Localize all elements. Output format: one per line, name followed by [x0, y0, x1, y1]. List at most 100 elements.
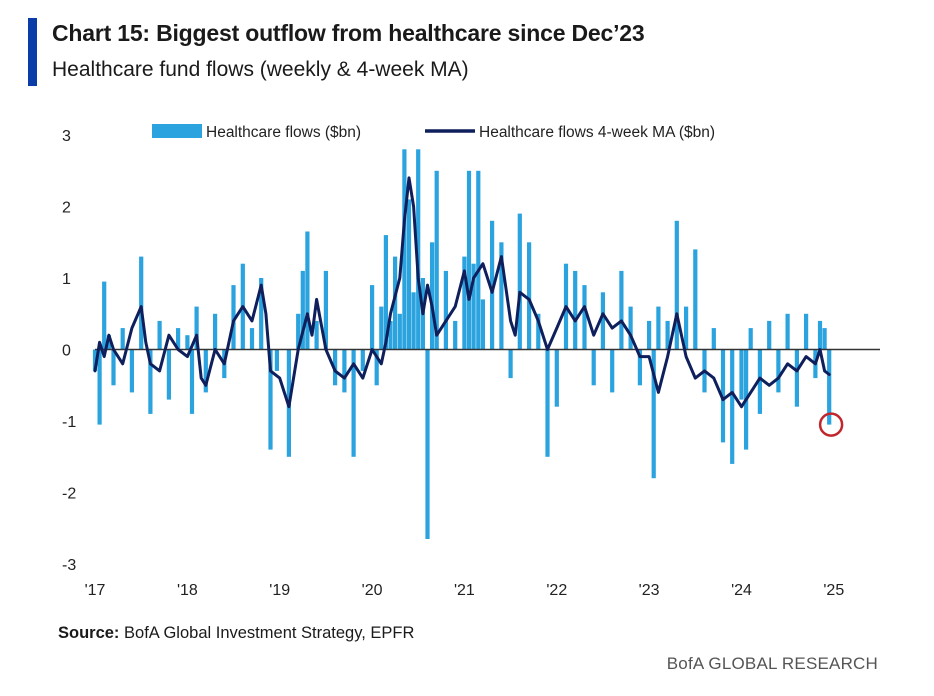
flow-bar-90 [785, 313, 790, 350]
flow-bar-41 [402, 149, 407, 350]
flow-bar-51 [462, 256, 467, 350]
flow-bar-43 [411, 292, 416, 350]
flow-bar-14 [194, 306, 199, 350]
flow-bar-71 [628, 306, 633, 350]
flow-bar-72 [637, 349, 642, 386]
flow-bar-59 [517, 213, 522, 350]
flow-bar-81 [711, 328, 716, 350]
flow-bar-77 [674, 220, 679, 350]
source-note: Source: BofA Global Investment Strategy,… [58, 624, 414, 643]
flow-bar-58 [508, 349, 513, 379]
flow-bar-21 [259, 278, 264, 350]
x-tick-label-2: '19 [269, 582, 290, 599]
flow-bar-25 [296, 313, 301, 350]
y-axis-ticks: 3 2 1 0 -1 -2 -3 [62, 128, 76, 574]
legend-bars-label: Healthcare flows ($bn) [206, 124, 361, 141]
x-tick-label-8: '25 [823, 582, 844, 599]
flow-bar-12 [185, 335, 190, 350]
flow-bar-40 [397, 313, 402, 350]
flow-bar-49 [443, 270, 448, 350]
legend-bars-swatch [152, 124, 202, 138]
x-tick-label-5: '22 [546, 582, 567, 599]
flow-bar-6 [129, 349, 134, 393]
brand-watermark: BofA GLOBAL RESEARCH [666, 654, 878, 673]
y-tick-label-0: 3 [62, 128, 71, 145]
flow-bar-44 [416, 149, 421, 350]
flow-bar-29 [323, 270, 328, 350]
flow-bar-5 [120, 328, 125, 350]
flow-bar-20 [249, 328, 255, 350]
flow-bar-27 [305, 231, 310, 350]
flow-bar-67 [591, 349, 596, 386]
flow-bar-42 [406, 199, 412, 350]
flow-bar-23 [274, 349, 279, 371]
flow-bar-56 [490, 220, 495, 350]
flow-bar-37 [383, 235, 388, 350]
source-prefix: Source: [58, 624, 120, 642]
flow-bar-69 [610, 349, 615, 393]
flow-bar-2 [102, 281, 107, 350]
flow-bar-39 [393, 256, 398, 350]
y-tick-label-5: -2 [62, 486, 76, 503]
flow-bar-33 [360, 349, 365, 371]
legend-line-label: Healthcare flows 4-week MA ($bn) [479, 124, 715, 141]
flow-bar-88 [767, 320, 772, 350]
flow-bar-57 [499, 242, 504, 350]
flow-bar-87 [757, 349, 762, 414]
flow-bar-50 [453, 320, 458, 350]
y-tick-label-3: 0 [62, 343, 71, 360]
chart-legend: Healthcare flows ($bn) Healthcare flows … [152, 124, 715, 141]
y-tick-label-4: -1 [62, 414, 76, 431]
flow-bar-18 [231, 285, 236, 350]
flow-bar-22 [268, 349, 273, 450]
flow-bar-76 [665, 320, 670, 350]
flow-bar-26 [300, 270, 305, 350]
flow-bar-3 [106, 335, 111, 350]
flow-bar-75 [656, 306, 661, 350]
flow-bar-8 [148, 349, 153, 414]
title-accent-bar [28, 18, 37, 86]
flow-bar-78 [684, 306, 689, 350]
x-tick-label-4: '21 [454, 582, 475, 599]
flow-bar-52 [466, 170, 472, 350]
flow-bar-70 [619, 270, 624, 350]
flow-bar-92 [804, 313, 809, 350]
flow-bar-10 [166, 349, 171, 400]
x-tick-label-6: '23 [639, 582, 660, 599]
flow-bar-36 [379, 306, 384, 350]
flow-bar-15 [203, 349, 208, 393]
flow-bar-38 [388, 320, 393, 350]
ma-line-series [93, 176, 831, 409]
source-text: BofA Global Investment Strategy, EPFR [119, 624, 415, 642]
x-tick-label-1: '18 [177, 582, 198, 599]
y-tick-label-1: 2 [62, 200, 71, 217]
flow-bar-96 [827, 349, 832, 425]
chart-subtitle: Healthcare fund flows (weekly & 4-week M… [52, 58, 469, 81]
flow-bar-54 [476, 170, 481, 350]
flow-bar-31 [342, 349, 347, 393]
flow-bar-9 [157, 320, 162, 350]
flow-bar-79 [693, 249, 698, 350]
flow-bar-47 [430, 242, 435, 350]
flow-bar-28 [314, 320, 319, 350]
flow-bar-48 [434, 170, 439, 350]
y-tick-label-6: -3 [62, 557, 76, 574]
flow-bar-66 [582, 285, 587, 350]
x-axis-ticks: '17 '18 '19 '20 '21 '22 '23 '24 '25 [85, 582, 845, 599]
flow-bar-55 [480, 299, 485, 350]
flow-bar-65 [573, 270, 578, 350]
flow-bar-1 [97, 349, 102, 425]
chart-title: Chart 15: Biggest outflow from healthcar… [52, 20, 645, 46]
x-tick-label-0: '17 [85, 582, 106, 599]
flow-bar-62 [545, 349, 550, 457]
bars-layer [92, 149, 832, 539]
flow-bar-95 [822, 328, 827, 350]
flow-bar-13 [189, 349, 195, 414]
latest-outflow-highlight-circle [818, 412, 844, 437]
flow-bar-46 [425, 349, 430, 539]
flow-bar-68 [600, 292, 605, 350]
flow-bar-53 [471, 263, 476, 350]
flow-bar-73 [647, 320, 652, 350]
flow-bar-11 [176, 328, 181, 350]
